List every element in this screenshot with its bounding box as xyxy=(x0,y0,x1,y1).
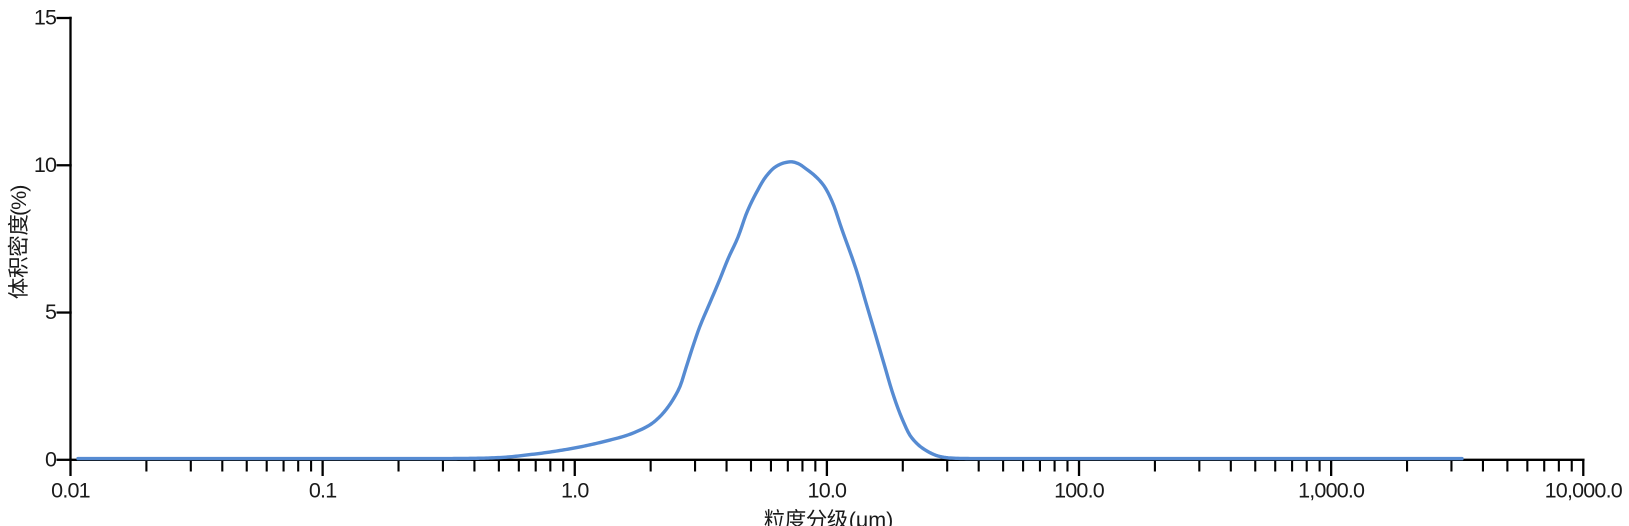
svg-text:1.0: 1.0 xyxy=(561,479,589,503)
svg-text:10.0: 10.0 xyxy=(808,479,847,503)
svg-text:0.01: 0.01 xyxy=(51,479,90,503)
svg-text:10,000.0: 10,000.0 xyxy=(1545,479,1623,503)
svg-text:0.1: 0.1 xyxy=(309,479,337,503)
svg-text:5: 5 xyxy=(45,300,57,324)
svg-text:(μm): (μm) xyxy=(849,508,894,526)
svg-text:0: 0 xyxy=(45,447,57,471)
svg-text:15: 15 xyxy=(34,6,57,30)
svg-text:1,000.0: 1,000.0 xyxy=(1298,479,1365,503)
svg-text:100.0: 100.0 xyxy=(1054,479,1105,503)
svg-text:(%): (%) xyxy=(7,186,31,216)
svg-text:10: 10 xyxy=(34,153,57,177)
